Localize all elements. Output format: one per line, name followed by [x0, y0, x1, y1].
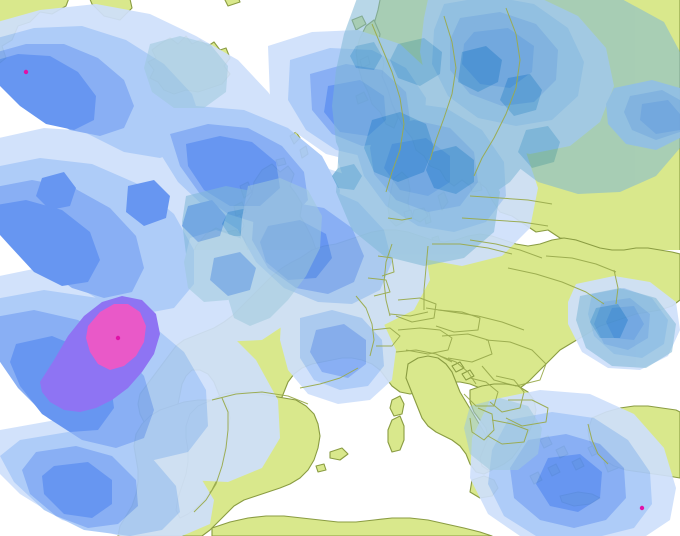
border-germany-south — [389, 311, 429, 317]
precip-max-markers — [23, 69, 645, 511]
border-austria — [397, 327, 453, 355]
max-marker-atlantic-main — [115, 335, 121, 341]
border-finland-russia — [473, 7, 521, 177]
border-spain-france — [211, 391, 309, 405]
border-albania — [469, 407, 495, 441]
border-switzerland — [371, 327, 401, 347]
border-turkey-west — [587, 423, 609, 465]
border-poland-north — [432, 243, 513, 255]
border-greece-north — [487, 419, 529, 445]
border-norway-sweden — [371, 23, 405, 193]
border-france-south — [299, 367, 359, 389]
border-germany-west — [383, 243, 393, 317]
border-czechia — [395, 297, 437, 323]
precip-land-wash — [144, 36, 542, 470]
land-north-africa — [211, 515, 493, 536]
border-belarus — [545, 255, 617, 273]
border-netherlands — [377, 255, 395, 277]
border-slovakia — [435, 309, 481, 333]
border-france-east — [355, 295, 375, 357]
border-italy-north — [395, 349, 453, 363]
land-balearics — [329, 447, 349, 461]
precipitation-over-land — [144, 0, 680, 470]
country-borders-layer — [193, 7, 619, 513]
border-bulgaria — [505, 399, 549, 427]
land-ibiza — [315, 463, 327, 473]
max-marker-east-mediterranean — [639, 505, 645, 511]
precip-land-band-dense — [166, 38, 628, 338]
border-romania — [481, 339, 547, 387]
border-denmark-germany — [387, 217, 413, 221]
border-belgium — [367, 277, 391, 297]
border-estonia-latvia — [469, 195, 553, 205]
border-latvia-lithuania — [461, 217, 549, 227]
land-sardinia — [387, 415, 405, 453]
max-marker-atlantic-north — [23, 69, 29, 75]
border-belarus-east — [613, 269, 619, 305]
land-corsica — [389, 395, 405, 417]
border-hungary — [441, 333, 493, 363]
border-ukraine — [507, 267, 605, 305]
border-bosnia — [463, 377, 499, 407]
precip-band-6 — [86, 304, 146, 370]
land-islet-north — [224, 0, 241, 7]
border-spain-portugal — [193, 397, 229, 513]
border-sweden-finland — [429, 15, 457, 161]
border-lithuania-belarus — [469, 239, 543, 259]
